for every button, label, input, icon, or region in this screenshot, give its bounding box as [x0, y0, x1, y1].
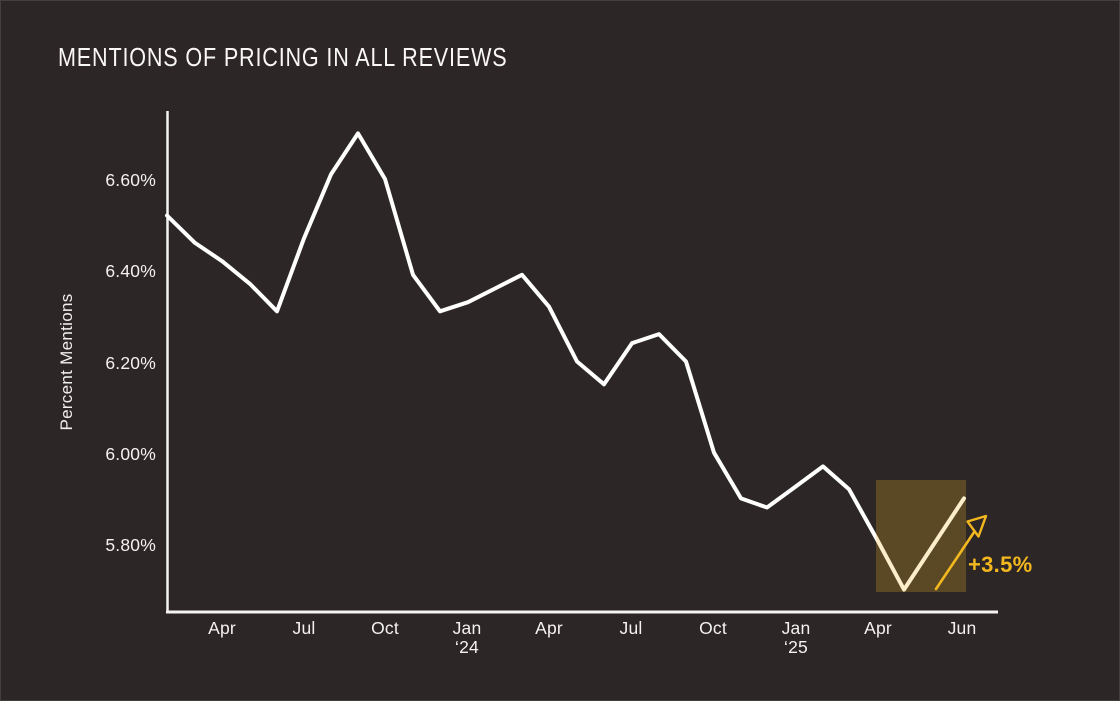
- y-tick-label: 6.00%: [105, 443, 156, 464]
- y-tick-label: 5.80%: [105, 535, 156, 555]
- x-tick-label: Oct: [371, 618, 399, 638]
- x-tick-label: Apr: [208, 618, 236, 638]
- growth-arrow-head-icon: [966, 514, 988, 538]
- x-tick-label: Jul: [619, 618, 643, 638]
- chart-title: MENTIONS OF PRICING IN ALL REVIEWS: [58, 42, 508, 72]
- highlight-box: [876, 480, 966, 592]
- growth-annotation-label: +3.5%: [968, 552, 1033, 577]
- growth-arrow-shaft: [934, 530, 976, 591]
- x-tick-label: Jun: [947, 618, 977, 638]
- x-tick-label: Jul: [292, 618, 316, 638]
- x-tick-label: Oct: [699, 618, 727, 638]
- x-tick-label: Apr: [535, 618, 563, 638]
- x-tick-label: Apr: [864, 618, 892, 638]
- x-tick-label: Jan ‘24: [452, 618, 482, 657]
- y-tick-label: 6.60%: [105, 170, 156, 190]
- trend-line: [165, 131, 966, 592]
- x-tick-label: Jan ‘25: [781, 618, 811, 657]
- y-tick-label: 6.20%: [105, 352, 156, 373]
- y-tick-label: 6.40%: [105, 261, 156, 282]
